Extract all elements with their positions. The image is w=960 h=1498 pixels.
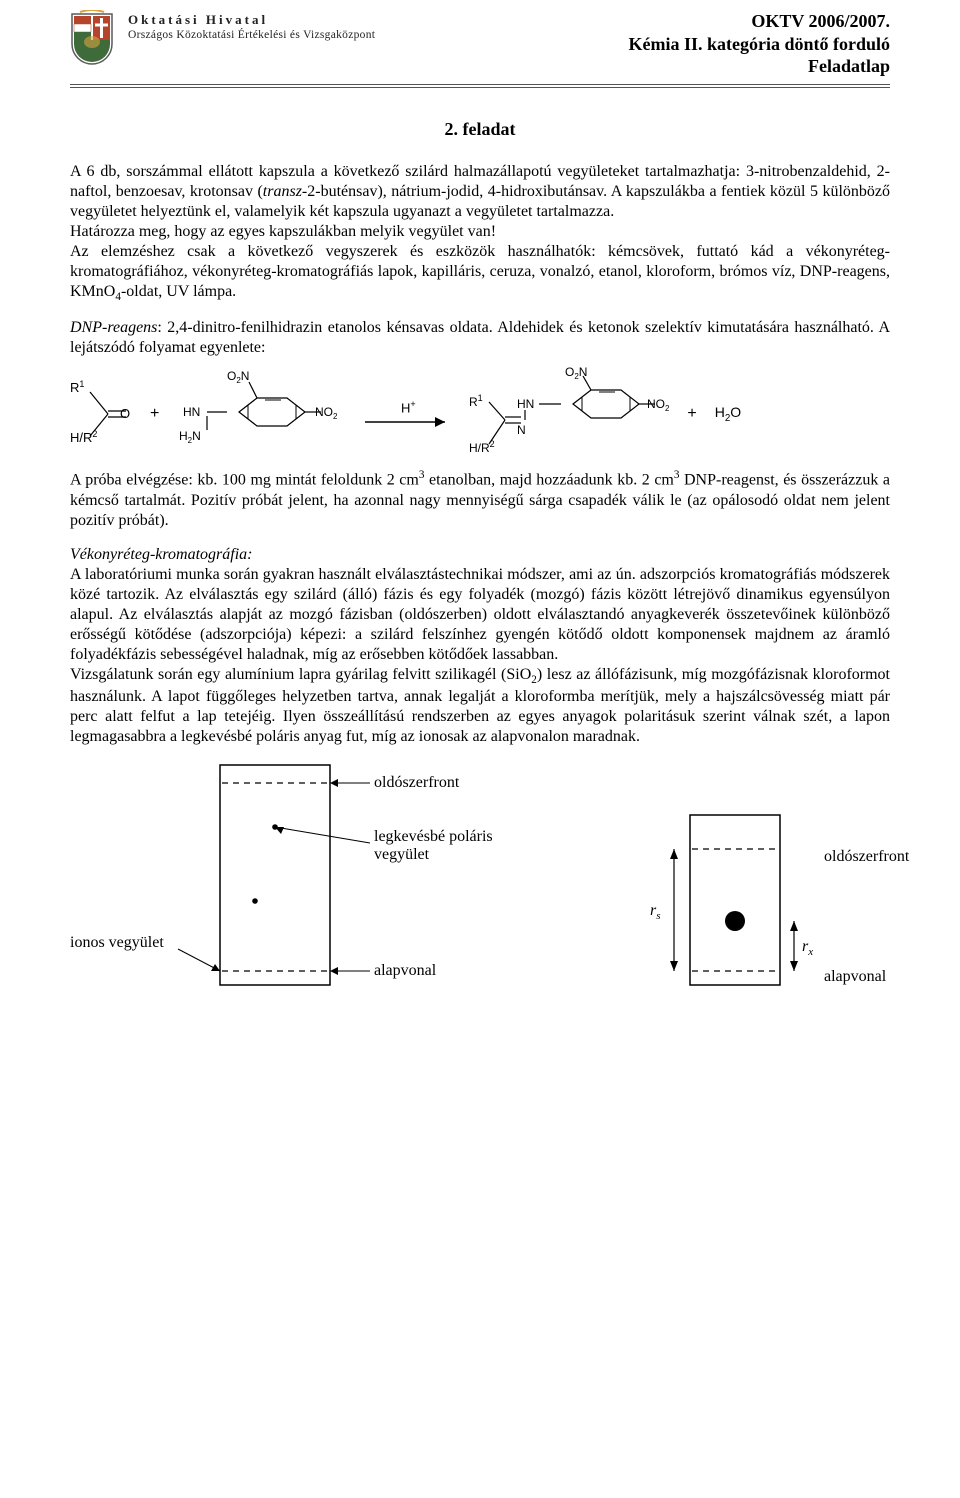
tlc1-label-ionic: ionos vegyület [70,934,164,951]
tlc-plate-1-icon: oldószerfront legkevésbé poláris vegyüle… [70,761,510,991]
dnp-text: : 2,4-dinitro-fenilhidrazin etanolos kén… [70,319,890,356]
svg-text:N: N [517,423,526,437]
arrow-icon [363,415,453,429]
task-title: 2. feladat [70,118,890,141]
dnp-procedure: A próba elvégzése: kb. 100 mg mintát fel… [70,468,890,530]
page-header: Oktatási Hivatal Országos Közoktatási Ér… [70,10,890,88]
tlc-plate-2-icon: rs rx oldószerfront alapvonal [630,811,910,991]
header-right: OKTV 2006/2007. Kémia II. kategória dönt… [628,10,890,78]
contest-line-3: Feladatlap [628,55,890,78]
header-left: Oktatási Hivatal Országos Közoktatási Ér… [128,10,628,43]
org-name-2: Országos Közoktatási Értékelési és Vizsg… [128,28,628,42]
tlc1-label-leastpolar-1: legkevésbé poláris [374,828,493,845]
svg-text:R1: R1 [70,379,84,395]
svg-text:HN: HN [183,405,200,419]
reaction-arrow: H+ [363,399,453,429]
intro-paragraph: A 6 db, sorszámmal ellátott kapszula a k… [70,162,890,304]
svg-text:NO2: NO2 [315,405,338,421]
tlc2-rx: rx [802,938,813,958]
org-name-1: Oktatási Hivatal [128,12,628,28]
tlc-figure-2: rs rx oldószerfront alapvonal [630,811,910,997]
reaction-scheme: R1 H/R2 O + O2N HN H2N NO2 H+ [70,364,890,464]
tlc2-label-baseline: alapvonal [824,968,887,985]
para1-italic: transz [263,183,302,200]
svg-text:H2N: H2N [179,429,201,445]
dnp-label: DNP-reagens [70,319,157,336]
svg-text:O: O [120,406,130,421]
tlc-section: Vékonyréteg-kromatográfia: A laboratóriu… [70,545,890,747]
plus-1: + [148,404,161,424]
svg-text:O2N: O2N [227,369,249,385]
reactant-carbonyl-icon: R1 H/R2 O [70,378,132,450]
tlc-para2-a: Vizsgálatunk során egy alumínium lapra g… [70,666,531,683]
product-hydrazone-icon: O2N R1 H/R2 N HN NO2 [469,364,669,464]
tlc-heading: Vékonyréteg-kromatográfia: [70,546,252,563]
tlc-diagrams: oldószerfront legkevésbé poláris vegyüle… [70,761,890,997]
svg-text:NO2: NO2 [647,397,669,413]
product-water: H2O [715,404,741,425]
plus-2: + [685,404,698,424]
proc-a: A próba elvégzése: kb. 100 mg mintát fel… [70,472,419,489]
crest-icon [70,10,114,66]
tlc1-label-front: oldószerfront [374,774,460,791]
dnp-paragraph: DNP-reagens: 2,4-dinitro-fenilhidrazin e… [70,318,890,358]
contest-line-1: OKTV 2006/2007. [628,10,890,33]
tlc2-label-front: oldószerfront [824,848,910,865]
tlc1-label-leastpolar-2: vegyület [374,846,430,863]
svg-text:HN: HN [517,397,534,411]
proc-b: etanolban, majd hozzáadunk kb. 2 cm [424,472,673,489]
tlc1-label-baseline: alapvonal [374,962,437,979]
para3-b: -oldat, UV lámpa. [121,283,236,300]
reactant-dnp-icon: O2N HN H2N NO2 [177,368,347,460]
svg-text:R1: R1 [469,393,483,409]
contest-line-2: Kémia II. kategória döntő forduló [628,33,890,56]
tlc-para1: A laboratóriumi munka során gyakran hasz… [70,566,890,663]
tlc-figure-1: oldószerfront legkevésbé poláris vegyüle… [70,761,510,997]
tlc2-rs: rs [650,902,661,922]
para2: Határozza meg, hogy az egyes kapszulákba… [70,223,496,240]
